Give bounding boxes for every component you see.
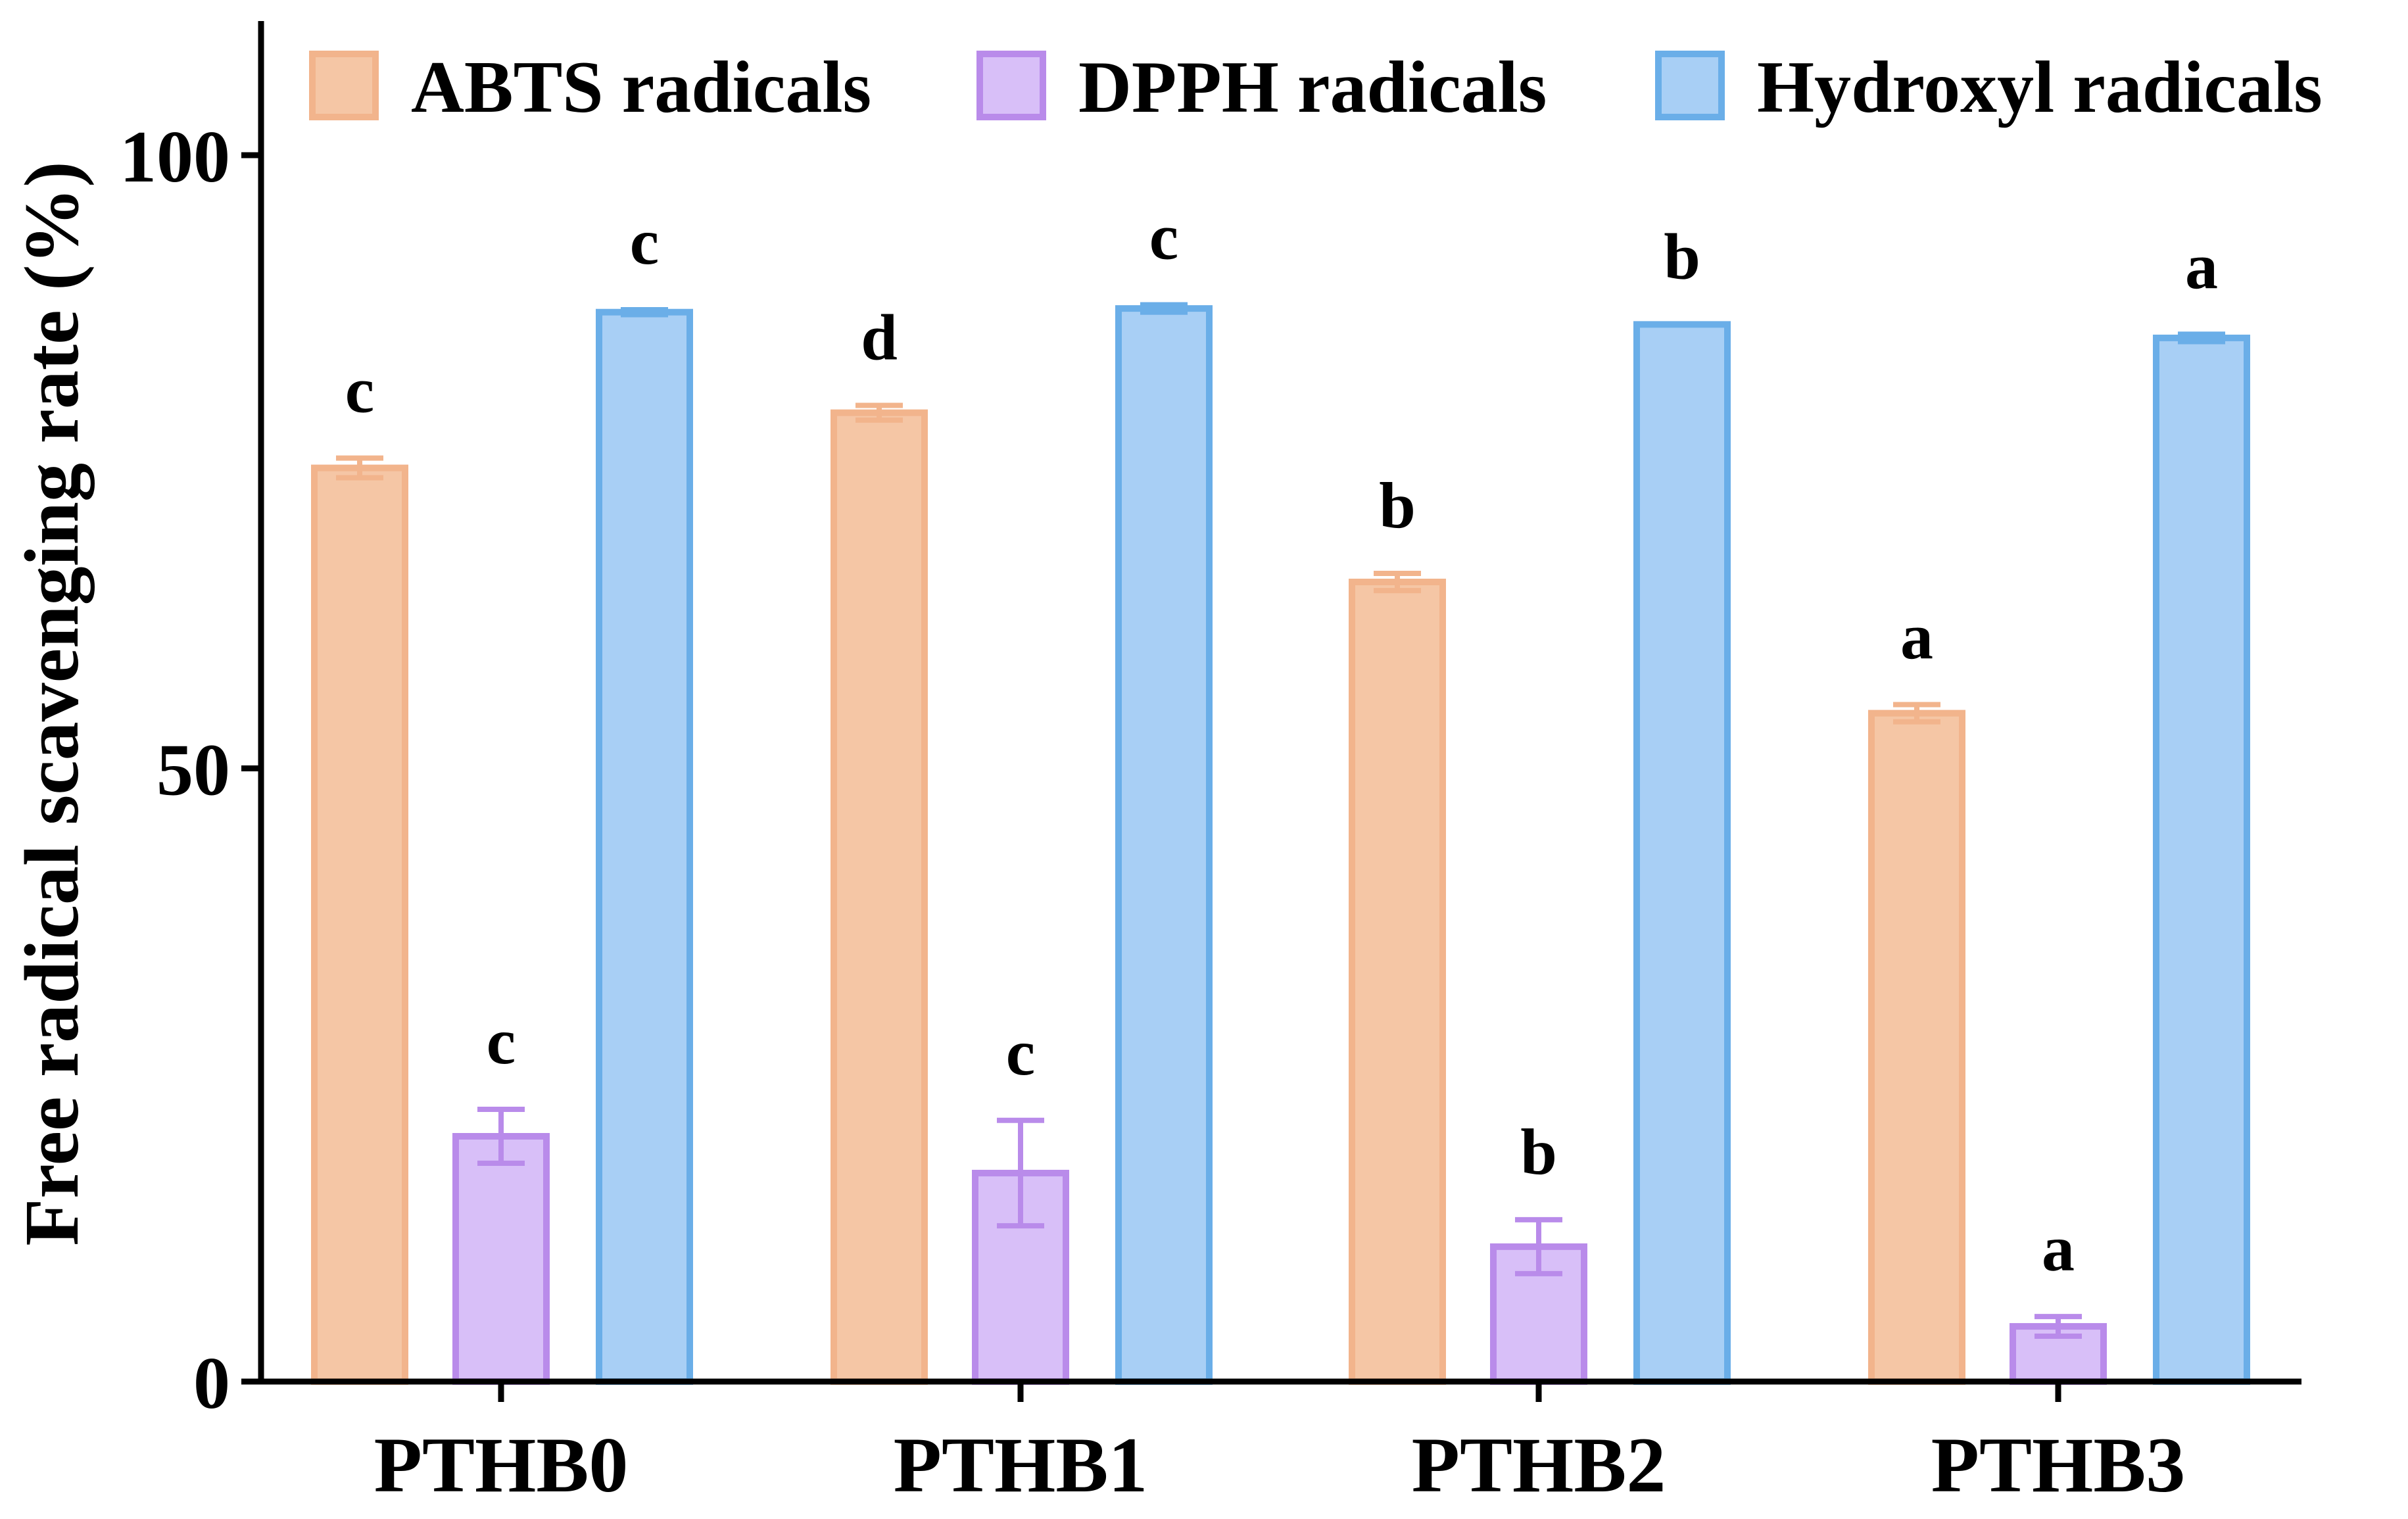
x-tick-label: PTHB2 xyxy=(1412,1421,1666,1508)
x-tick-label: PTHB0 xyxy=(374,1421,629,1508)
significance-letter: c xyxy=(630,205,659,278)
legend-label: Hydroxyl radicals xyxy=(1757,47,2323,128)
error-bar xyxy=(1374,570,1421,594)
y-tick-label: 100 xyxy=(120,116,230,198)
error-bar xyxy=(2178,331,2225,345)
significance-letter: a xyxy=(2185,229,2218,302)
significance-letter: c xyxy=(345,354,374,427)
error-bar xyxy=(1515,1217,1562,1276)
legend-swatch xyxy=(976,51,1046,120)
bar xyxy=(1349,579,1446,1385)
error-bar xyxy=(1893,702,1940,725)
significance-letter: b xyxy=(1664,220,1700,293)
y-axis-title: Free radical scavenging rate (%) xyxy=(9,161,95,1245)
y-tick-label: 50 xyxy=(157,730,230,811)
significance-letter: b xyxy=(1520,1115,1557,1188)
significance-letter: a xyxy=(2042,1212,2075,1285)
legend-label: ABTS radicals xyxy=(411,47,871,128)
significance-letter: a xyxy=(1900,600,1933,673)
axis-ticks: 0 50 100 PTHB0 PTHB1 PTHB2 PTHB3 xyxy=(120,116,2185,1508)
significance-letter: c xyxy=(1149,201,1178,274)
x-tick-label: PTHB1 xyxy=(894,1421,1148,1508)
error-bar xyxy=(1140,302,1188,315)
error-bar xyxy=(621,306,668,318)
axes xyxy=(258,21,2301,1385)
error-bar xyxy=(997,1117,1044,1229)
legend-label: DPPH radicals xyxy=(1078,47,1547,128)
error-bar xyxy=(477,1106,525,1167)
significance-letter: b xyxy=(1379,469,1416,542)
error-bar xyxy=(855,402,903,423)
significance-letter: d xyxy=(861,301,898,374)
y-tick-label: 0 xyxy=(193,1343,230,1424)
x-tick-label: PTHB3 xyxy=(1931,1421,2186,1508)
significance-letter: c xyxy=(1006,1016,1035,1089)
legend-swatch xyxy=(1655,51,1725,120)
legend-swatch xyxy=(309,51,379,120)
bar xyxy=(2153,334,2250,1385)
bar xyxy=(1115,305,1213,1385)
bar xyxy=(1868,710,1965,1385)
significance-letter: c xyxy=(487,1005,516,1078)
legend: ABTS radicals DPPH radicals Hydroxyl radic… xyxy=(309,47,2323,128)
bar xyxy=(1633,321,1731,1385)
bar xyxy=(831,409,928,1385)
error-bar xyxy=(2035,1314,2082,1339)
bar xyxy=(452,1133,550,1385)
bar xyxy=(311,464,408,1386)
error-bar xyxy=(336,455,383,481)
significance-letters: c d b a c c b a c c b a xyxy=(345,201,2218,1286)
bars-layer xyxy=(311,302,2250,1386)
bar xyxy=(596,308,693,1386)
